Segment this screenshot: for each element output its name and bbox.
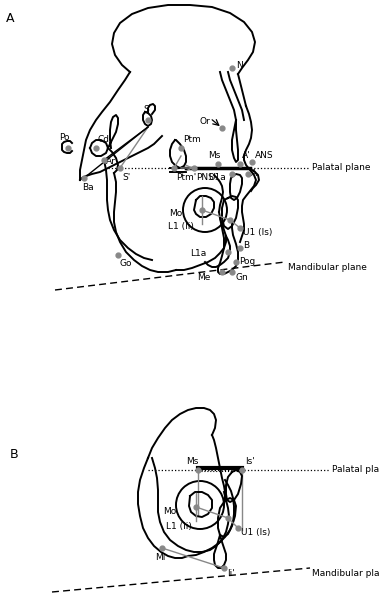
Text: ANS: ANS — [255, 151, 274, 160]
Text: Ms: Ms — [208, 151, 220, 160]
Text: Ms: Ms — [186, 457, 198, 466]
Text: B: B — [243, 241, 249, 251]
Text: Ptm: Ptm — [183, 136, 201, 145]
Text: L1 (Ii): L1 (Ii) — [168, 221, 194, 230]
Text: L1a: L1a — [190, 250, 206, 259]
Text: S': S' — [122, 173, 130, 181]
Text: Ptm': Ptm' — [176, 173, 196, 181]
Text: Gn: Gn — [235, 272, 248, 281]
Text: A: A — [251, 169, 257, 179]
Text: N: N — [236, 61, 243, 70]
Text: U1a: U1a — [208, 173, 226, 182]
Text: Or: Or — [200, 118, 211, 127]
Text: Ar: Ar — [106, 157, 116, 166]
Text: A': A' — [242, 151, 251, 160]
Text: Me: Me — [196, 274, 210, 283]
Text: U1 (Is): U1 (Is) — [241, 527, 271, 536]
Text: Is': Is' — [245, 457, 255, 466]
Text: Mandibular plane: Mandibular plane — [288, 263, 367, 272]
Text: B: B — [10, 448, 19, 461]
Text: PNS: PNS — [196, 173, 214, 181]
Text: Mandibular plane: Mandibular plane — [312, 569, 380, 578]
Text: Palatal plane: Palatal plane — [332, 466, 380, 475]
Text: L1 (Ii): L1 (Ii) — [166, 521, 192, 530]
Text: Pog: Pog — [239, 257, 255, 266]
Text: U1 (Is): U1 (Is) — [243, 227, 272, 236]
Text: S: S — [143, 106, 149, 115]
Text: Go: Go — [120, 259, 133, 268]
Text: Mo: Mo — [169, 209, 182, 218]
Text: Cd: Cd — [98, 136, 110, 145]
Text: A: A — [6, 12, 14, 25]
Text: Mi: Mi — [155, 553, 165, 563]
Text: Mo: Mo — [163, 506, 176, 515]
Text: Ba: Ba — [82, 182, 93, 191]
Text: Palatal plane: Palatal plane — [312, 163, 370, 173]
Text: Ii': Ii' — [227, 569, 235, 578]
Text: Po: Po — [59, 133, 69, 142]
